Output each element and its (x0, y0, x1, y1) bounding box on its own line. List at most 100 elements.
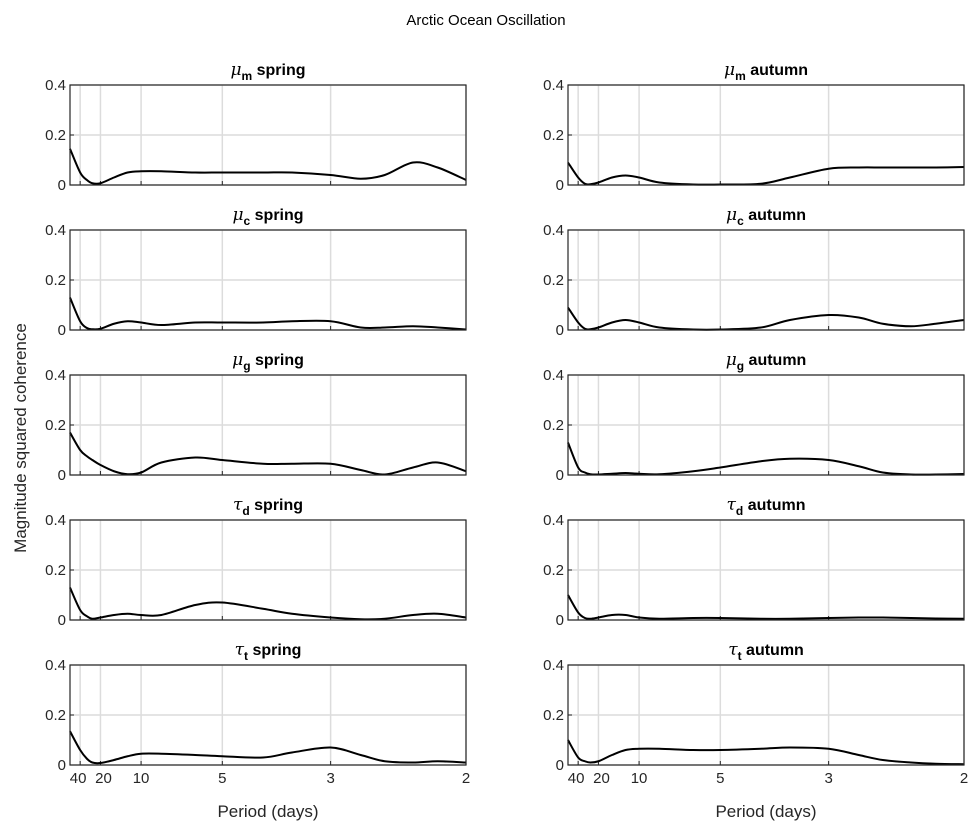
title-subscript: t (738, 649, 742, 663)
subplot-title: τt autumn (728, 640, 804, 663)
title-text: spring (251, 352, 304, 369)
subplot-4: 0 0.2 0.4 μg spring (45, 350, 467, 484)
title-subscript: d (736, 504, 743, 518)
title-symbol: μ (726, 350, 737, 370)
title-text: autumn (742, 642, 804, 659)
y-tick-label: 0 (556, 757, 564, 774)
series-line (567, 442, 965, 476)
axes-box (69, 664, 467, 766)
series-line (69, 730, 467, 765)
title-symbol: μ (230, 60, 241, 80)
x-tick-label: 20 (593, 770, 610, 787)
y-tick-label: 0.4 (543, 77, 564, 94)
y-tick-label: 0 (556, 467, 564, 484)
axes-box (567, 519, 965, 621)
y-tick-label: 0.4 (45, 657, 66, 674)
y-tick-label: 0.2 (45, 272, 66, 289)
x-axis-label-left: Period (days) (217, 802, 318, 821)
subplot-7: 0 0.2 0.4 τd autumn (543, 495, 965, 629)
y-tick-label: 0.2 (45, 562, 66, 579)
subplot-title: τt spring (235, 640, 302, 663)
subplot-0: 0 0.2 0.4 μm spring (45, 60, 467, 194)
subplot-title: μg spring (232, 350, 304, 373)
title-subscript: c (244, 214, 251, 228)
y-tick-label: 0.4 (543, 512, 564, 529)
subplot-title: μc autumn (726, 205, 806, 228)
subplot-2: 0 0.2 0.4 μc spring (45, 205, 467, 339)
y-tick-label: 0 (58, 757, 66, 774)
subplot-5: 0 0.2 0.4 μg autumn (543, 350, 965, 484)
x-tick-label: 2 (960, 770, 968, 787)
y-tick-label: 0 (58, 322, 66, 339)
title-subscript: t (244, 649, 248, 663)
subplot-title: μm spring (230, 60, 305, 83)
subplot-title: μg autumn (726, 350, 807, 373)
title-text: spring (252, 62, 305, 79)
subplot-title: τd autumn (727, 495, 806, 518)
axes-box (567, 229, 965, 331)
x-tick-label: 10 (133, 770, 150, 787)
y-tick-label: 0.2 (543, 417, 564, 434)
title-symbol: μ (232, 350, 243, 370)
x-tick-label: 40 (70, 770, 87, 787)
y-tick-label: 0.4 (45, 512, 66, 529)
subplot-title: μm autumn (724, 60, 808, 83)
series-line (69, 587, 467, 621)
y-tick-label: 0.2 (543, 272, 564, 289)
x-tick-label: 3 (326, 770, 334, 787)
title-subscript: d (242, 504, 249, 518)
title-symbol: μ (726, 205, 737, 225)
subplot-grid: 0 0.2 0.4 μm spring 0 0.2 0.4 μm autumn 0 0.2 0.4 μ… (45, 60, 968, 787)
series-line (69, 148, 467, 185)
axes-box (69, 229, 467, 331)
title-subscript: g (243, 359, 250, 373)
y-tick-label: 0.4 (543, 367, 564, 384)
subplot-1: 0 0.2 0.4 μm autumn (543, 60, 965, 194)
series-line (69, 297, 467, 331)
y-tick-label: 0 (556, 177, 564, 194)
y-tick-label: 0.2 (45, 417, 66, 434)
y-tick-label: 0.4 (45, 367, 66, 384)
subplot-title: τd spring (233, 495, 303, 518)
title-symbol: τ (728, 640, 738, 660)
axes-box (69, 84, 467, 186)
title-subscript: c (737, 214, 744, 228)
x-tick-label: 5 (218, 770, 226, 787)
y-tick-label: 0 (58, 177, 66, 194)
title-text: autumn (744, 352, 806, 369)
title-symbol: μ (724, 60, 735, 80)
x-tick-label: 3 (824, 770, 832, 787)
axes-box (567, 664, 965, 766)
y-tick-label: 0.4 (543, 222, 564, 239)
y-tick-label: 0.4 (45, 77, 66, 94)
y-tick-label: 0.2 (45, 127, 66, 144)
title-text: spring (250, 207, 303, 224)
y-tick-label: 0.2 (543, 707, 564, 724)
y-tick-label: 0.2 (45, 707, 66, 724)
subplot-6: 0 0.2 0.4 τd spring (45, 495, 467, 629)
x-tick-label: 40 (568, 770, 585, 787)
y-tick-label: 0.2 (543, 562, 564, 579)
title-text: autumn (746, 62, 808, 79)
x-tick-label: 10 (631, 770, 648, 787)
title-text: autumn (743, 497, 805, 514)
subplot-9: 0 0.2 0.4 40 20 10 5 3 2 τt autumn (543, 640, 968, 787)
series-line (567, 594, 965, 620)
x-tick-label: 20 (95, 770, 112, 787)
axes-box (69, 374, 467, 476)
series-line (567, 739, 965, 766)
axes-box (69, 519, 467, 621)
y-tick-label: 0.2 (543, 127, 564, 144)
title-symbol: τ (727, 495, 737, 515)
subplot-3: 0 0.2 0.4 μc autumn (543, 205, 965, 339)
x-tick-label: 2 (462, 770, 470, 787)
title-symbol: τ (233, 495, 243, 515)
subplot-8: 0 0.2 0.4 40 20 10 5 3 2 τt spring (45, 640, 470, 787)
y-tick-label: 0 (58, 467, 66, 484)
y-tick-label: 0 (556, 612, 564, 629)
x-axis-label-right: Period (days) (715, 802, 816, 821)
y-tick-label: 0 (58, 612, 66, 629)
title-text: spring (248, 642, 301, 659)
axes-box (567, 84, 965, 186)
